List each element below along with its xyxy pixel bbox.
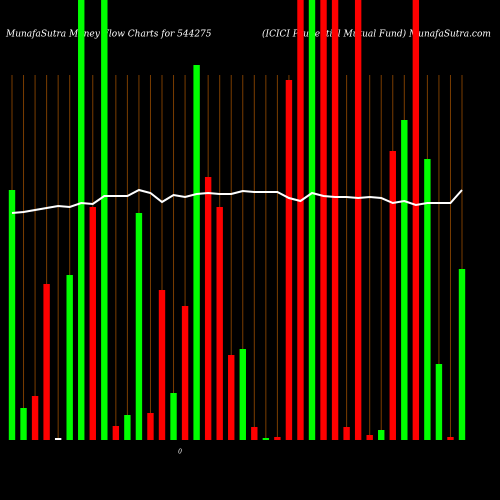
bar xyxy=(320,0,327,440)
bar xyxy=(239,349,246,440)
bar xyxy=(366,435,373,440)
plot xyxy=(8,0,466,440)
bar xyxy=(285,80,293,440)
bar xyxy=(124,415,131,440)
bar xyxy=(412,0,420,440)
bar xyxy=(458,269,466,440)
bar xyxy=(101,0,108,440)
bar xyxy=(135,213,143,440)
bar xyxy=(424,159,431,440)
y-tick-label: 0 xyxy=(178,449,182,456)
bar xyxy=(181,306,189,440)
bar xyxy=(204,177,212,440)
bar xyxy=(308,0,316,440)
bar xyxy=(354,0,362,440)
bar xyxy=(158,290,166,440)
line xyxy=(11,188,463,214)
bar xyxy=(447,437,454,440)
bar xyxy=(54,438,62,440)
bar xyxy=(297,0,304,440)
bar xyxy=(66,275,73,440)
bar xyxy=(43,284,50,440)
bar xyxy=(78,0,85,440)
bar xyxy=(331,0,339,440)
bar xyxy=(228,355,235,440)
bar xyxy=(20,408,27,440)
chart-subtitle: (ICICI Prudential Mutual Fund) MunafaSut… xyxy=(262,29,491,40)
bar xyxy=(193,65,200,440)
bar xyxy=(262,438,270,440)
bar xyxy=(112,426,120,440)
bar xyxy=(343,427,350,440)
bar xyxy=(8,190,16,440)
bar xyxy=(274,437,281,440)
bar xyxy=(216,207,223,440)
bar xyxy=(147,413,154,440)
bar xyxy=(89,207,96,440)
bar xyxy=(170,393,177,440)
bar xyxy=(251,427,258,440)
bar xyxy=(389,151,396,440)
chart-title: MunafaSutra Money Flow Charts for 544275 xyxy=(5,30,212,40)
bar xyxy=(401,120,408,440)
bar xyxy=(378,430,385,440)
bar xyxy=(31,396,39,440)
bar xyxy=(435,364,443,440)
